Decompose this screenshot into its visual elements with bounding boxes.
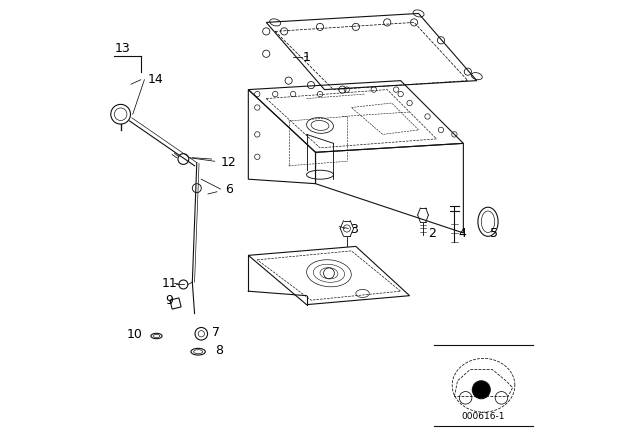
- Text: 10: 10: [127, 328, 143, 341]
- Circle shape: [472, 381, 490, 399]
- Text: 11: 11: [162, 276, 177, 290]
- Text: 9: 9: [165, 293, 173, 307]
- Text: 4: 4: [458, 227, 466, 241]
- Text: 3: 3: [350, 223, 358, 237]
- Text: 6: 6: [225, 182, 233, 196]
- Text: 13: 13: [115, 42, 131, 55]
- Text: 12: 12: [221, 155, 236, 169]
- Text: 14: 14: [148, 73, 163, 86]
- Text: 2: 2: [428, 227, 436, 241]
- Text: 5: 5: [490, 227, 499, 241]
- Text: 000616-1: 000616-1: [462, 412, 505, 421]
- Text: 1: 1: [303, 51, 311, 64]
- Text: 8: 8: [215, 344, 223, 357]
- Text: 7: 7: [212, 326, 220, 339]
